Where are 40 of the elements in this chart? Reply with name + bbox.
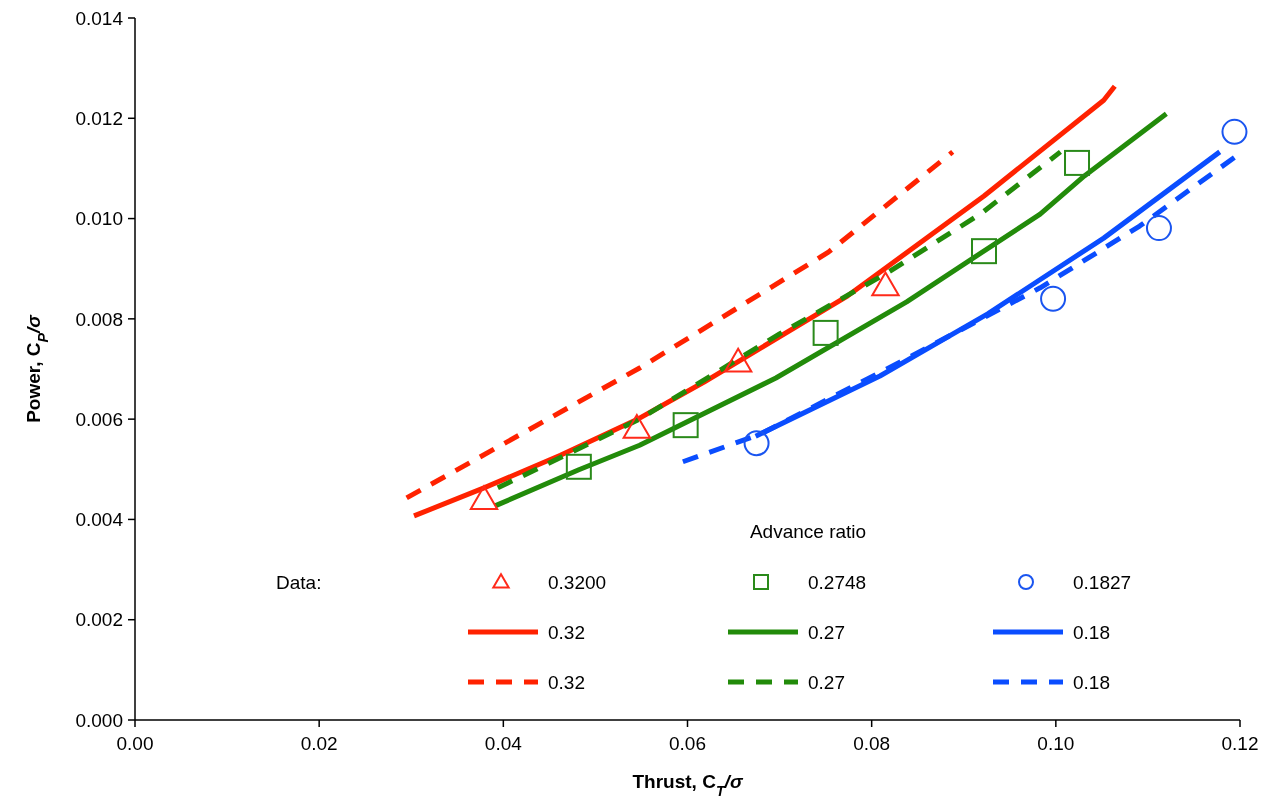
y-tick-label: 0.012 (75, 107, 123, 129)
x-tick-label: 0.02 (300, 733, 338, 754)
point (743, 430, 770, 457)
x-tick-label: 0.06 (669, 733, 706, 754)
point (723, 347, 753, 373)
y-tick-label: 0.004 (75, 509, 124, 531)
point (1040, 285, 1067, 312)
y-tick-label: 0.010 (75, 208, 123, 230)
annotation: Data: (276, 571, 322, 593)
legend-label: 0.3200 (548, 571, 607, 593)
x-tick-label: 0.04 (484, 733, 523, 754)
point (469, 485, 499, 510)
y-tick-label: 0.002 (75, 609, 123, 631)
point (1145, 215, 1172, 242)
point (871, 271, 900, 297)
point (672, 412, 699, 439)
point (1221, 118, 1248, 145)
x-tick-label: 0.00 (116, 733, 154, 754)
x-tick-label: 0.10 (1037, 733, 1075, 754)
x-axis-title: Thrust, C$_{T}$/σ (632, 771, 744, 799)
legend-label: 0.27 (808, 671, 845, 693)
x-tick-label: 0.08 (853, 733, 891, 754)
y-tick-label: 0.000 (75, 709, 123, 731)
legend-label: 0.27 (808, 621, 845, 643)
legend-label: 0.2748 (808, 571, 867, 593)
y-tick-label: 0.006 (75, 408, 123, 430)
legend-label: 0.1827 (1073, 571, 1132, 593)
legend-label: 0.32 (548, 621, 585, 643)
legend-label: 0.18 (1073, 621, 1110, 643)
legend-title: Advance ratio (749, 521, 867, 542)
point (622, 413, 652, 439)
point (565, 453, 592, 480)
y-tick-label: 0.014 (75, 7, 124, 29)
point (1064, 149, 1091, 176)
point (971, 238, 998, 265)
legend-label: 0.32 (548, 671, 585, 693)
legend-label: 0.18 (1073, 671, 1110, 693)
point (812, 319, 839, 346)
x-tick-label: 0.12 (1221, 733, 1259, 754)
y-tick-label: 0.008 (75, 308, 123, 330)
